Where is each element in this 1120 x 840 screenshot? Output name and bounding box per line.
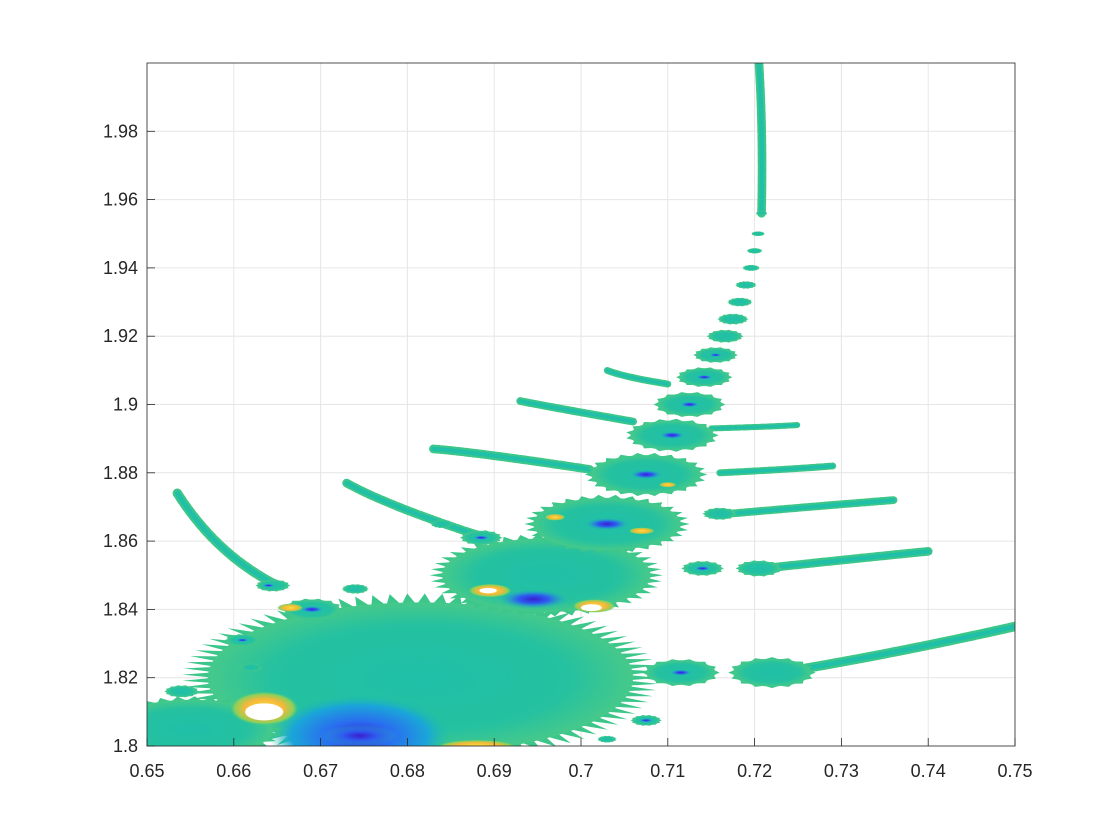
dark-spot [630, 470, 662, 479]
bulb [747, 248, 762, 254]
dark-spot [236, 638, 249, 642]
x-tick-label: 0.73 [824, 761, 859, 781]
dark-spot [694, 566, 711, 571]
white-hole [245, 703, 284, 721]
hot-spot [277, 603, 304, 612]
filament-core [518, 399, 636, 424]
bulb [431, 520, 453, 528]
bulb [732, 658, 812, 687]
white-hole [581, 604, 602, 612]
dark-spot [320, 725, 399, 746]
x-tick-label: 0.7 [568, 761, 593, 781]
bulb [240, 663, 262, 672]
white-hole [479, 587, 497, 594]
x-tick-label: 0.65 [129, 761, 164, 781]
hot-spot [659, 482, 677, 488]
dark-spot [300, 606, 324, 613]
filament-core [756, 63, 765, 216]
bulb [166, 685, 198, 697]
dark-spot [262, 583, 275, 588]
hot-spot [437, 739, 516, 746]
filament-core [761, 549, 931, 571]
dark-spot [473, 535, 489, 540]
x-tick-label: 0.69 [477, 761, 512, 781]
y-tick-label: 1.8 [113, 736, 138, 756]
y-tick-label: 1.88 [103, 463, 138, 483]
bulb [719, 314, 747, 325]
y-axis: 1.8 1.82 1.84 1.86 1.88 1.9 1.92 1.94 1.96 1.98 [103, 121, 155, 756]
x-tick-label: 0.71 [650, 761, 685, 781]
dark-spot [709, 353, 722, 357]
bulb [743, 265, 759, 271]
bulb [728, 298, 752, 307]
x-tick-label: 0.68 [390, 761, 425, 781]
x-tick-label: 0.75 [997, 761, 1032, 781]
x-axis: 0.65 0.66 0.67 0.68 0.69 0.7 0.71 0.72 0.73 0.74 0… [129, 738, 1033, 781]
filament-core [726, 498, 896, 516]
filament-core [605, 368, 670, 386]
y-tick-label: 1.82 [103, 668, 138, 688]
dark-spot [639, 718, 654, 723]
x-tick-label: 0.67 [303, 761, 338, 781]
filament-core [431, 446, 592, 472]
dark-spot [696, 375, 713, 380]
blue-gradient-region [268, 694, 451, 746]
filament-core [709, 423, 800, 430]
y-tick-label: 1.84 [103, 599, 138, 619]
y-tick-label: 1.9 [113, 395, 138, 415]
bulb [738, 561, 780, 576]
bulb [756, 211, 767, 216]
hot-spot [544, 513, 566, 521]
hot-spot [628, 527, 655, 535]
filament-core [174, 490, 280, 588]
bulb [598, 736, 616, 743]
bulb [736, 281, 756, 289]
bulb [708, 330, 742, 343]
y-tick-label: 1.86 [103, 531, 138, 551]
bulb [343, 584, 368, 594]
y-tick-label: 1.96 [103, 190, 138, 210]
bulb [751, 231, 765, 236]
bulb [704, 508, 736, 520]
x-tick-label: 0.66 [216, 761, 251, 781]
x-tick-label: 0.72 [737, 761, 772, 781]
dark-spot [659, 431, 685, 439]
y-tick-label: 1.92 [103, 326, 138, 346]
dark-spot [679, 401, 700, 408]
filament-core [718, 464, 835, 475]
dark-spot [585, 518, 629, 531]
dark-spot [498, 589, 568, 609]
y-tick-label: 1.98 [103, 121, 138, 141]
filament-core [344, 480, 488, 540]
x-tick-label: 0.74 [911, 761, 946, 781]
dark-spot [670, 669, 692, 676]
y-tick-label: 1.94 [103, 258, 138, 278]
fractal-image [147, 63, 1015, 746]
